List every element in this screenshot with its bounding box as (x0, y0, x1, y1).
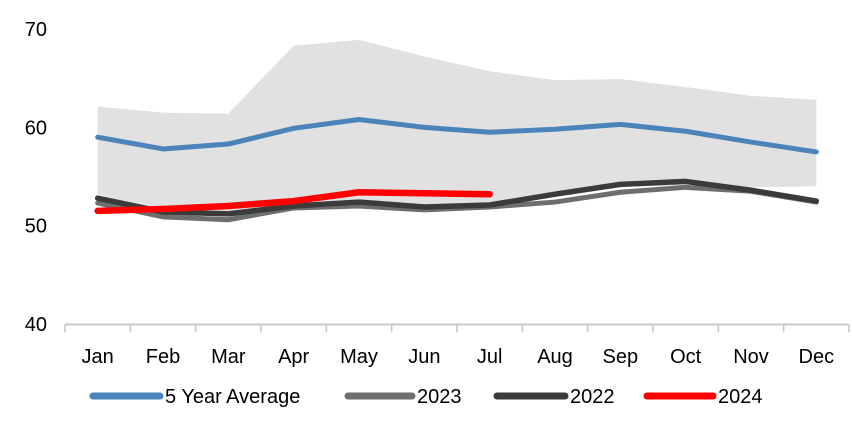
y-axis-label: 70 (25, 19, 47, 41)
x-axis-label: Feb (146, 346, 180, 368)
legend-label-2022: 2022 (570, 386, 615, 408)
x-axis-label: Apr (278, 346, 309, 368)
x-axis-label: Jun (408, 346, 440, 368)
legend-item: 5 Year Average (89, 386, 300, 408)
legend-item: 2024 (643, 386, 763, 408)
x-axis-layer (64, 323, 850, 333)
x-axis-label: Jul (477, 346, 503, 368)
x-axis-label: Oct (670, 346, 702, 368)
x-axis-label: Mar (211, 346, 246, 368)
legend-label-2023: 2023 (417, 386, 462, 408)
legend-item: 2022 (493, 386, 615, 408)
series-line-2024 (94, 188, 493, 215)
series-line-5-year-average (95, 116, 819, 155)
y-axis-label: 40 (25, 314, 47, 336)
y-axis-label: 50 (25, 216, 47, 238)
y-axis-label: 60 (25, 117, 47, 139)
legend-label-5-year-average: 5 Year Average (165, 386, 300, 408)
x-axis-label: Sep (603, 346, 639, 368)
series-line-2022 (94, 178, 820, 217)
series-layer (94, 116, 820, 223)
y-axis-labels-layer: 40 50 60 70 (25, 19, 47, 336)
legend-item: 2023 (344, 386, 462, 408)
x-axis-label: May (340, 346, 378, 368)
legend: 5 Year Average 2023 2022 2024 (89, 386, 763, 408)
x-axis-labels-layer: Jan Feb Mar Apr May Jun Jul Aug Sep Oct Nov Dec (82, 346, 835, 368)
x-axis-label: Jan (82, 346, 114, 368)
x-axis-label: Aug (537, 346, 573, 368)
legend-label-2024: 2024 (718, 386, 763, 408)
x-axis-label: Dec (799, 346, 835, 368)
x-axis-label: Nov (733, 346, 769, 368)
